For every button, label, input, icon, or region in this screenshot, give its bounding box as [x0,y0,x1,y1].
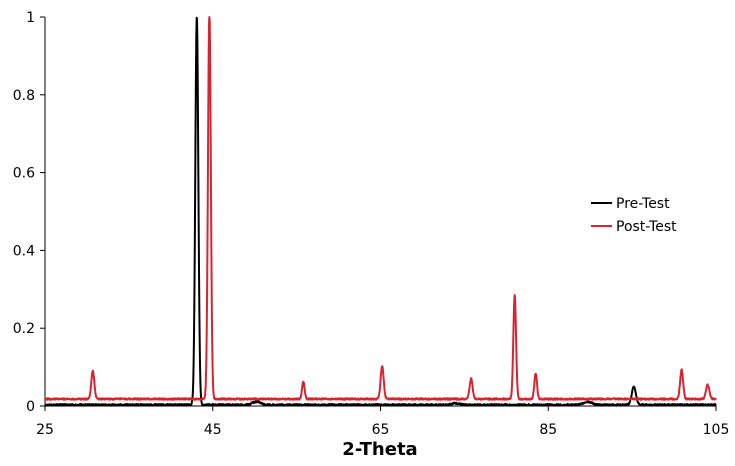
x-axis-title: 2-Theta [342,439,417,460]
y-tick-label: 0.8 [13,88,35,104]
legend-label-0: Pre-Test [616,196,670,212]
x-tick-label: 25 [36,422,54,438]
series-layer [44,16,717,407]
series-line-0 [44,16,717,407]
legend: Pre-Test Post-Test [591,196,677,235]
legend-label-1: Post-Test [616,219,677,235]
y-tick-label: 0 [26,399,35,415]
x-tick-label: 105 [703,422,730,438]
x-tick-label: 65 [372,422,390,438]
y-tick-label: 1 [26,10,35,26]
y-tick-label: 0.4 [13,243,35,259]
x-tick-label: 85 [539,422,557,438]
axes: 0 0.2 0.4 0.6 0.8 1 25 45 65 85 105 [13,10,730,438]
x-tick-label: 45 [204,422,222,438]
series-line-1 [44,16,717,401]
y-tick-label: 0.2 [13,321,35,337]
y-tick-label: 0.6 [13,166,35,182]
